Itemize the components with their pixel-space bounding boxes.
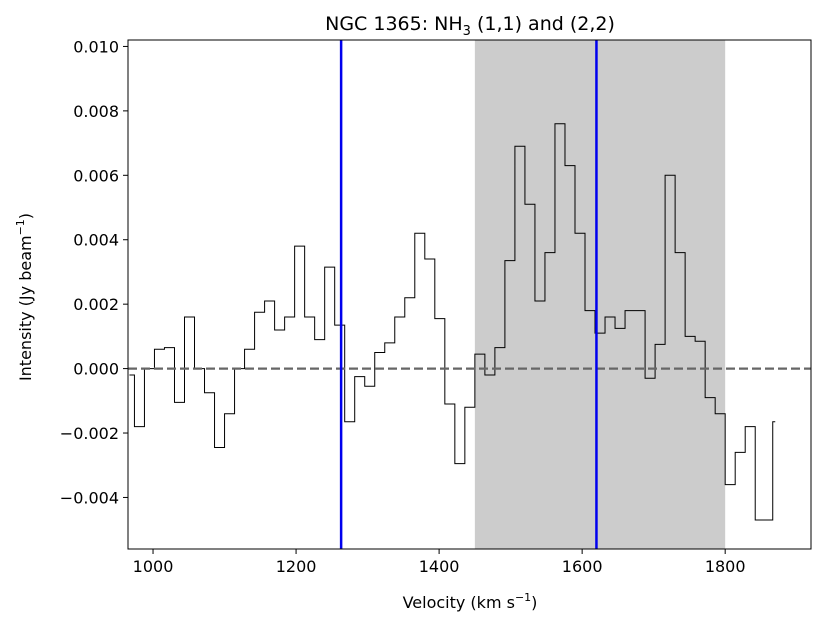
y-tick-label: 0.004 xyxy=(73,231,119,250)
y-tick-label: −0.002 xyxy=(60,424,119,443)
y-tick-label: 0.006 xyxy=(73,166,119,185)
y-tick-label: 0.010 xyxy=(73,37,119,56)
x-tick-label: 1800 xyxy=(705,557,746,576)
x-axis-label-superscript: −1 xyxy=(515,591,531,604)
x-axis-label: Velocity (km s−1) xyxy=(403,591,538,612)
x-tick-label: 1200 xyxy=(276,557,317,576)
x-tick-label: 1600 xyxy=(562,557,603,576)
y-tick-label: 0.000 xyxy=(73,360,119,379)
chart-title: NGC 1365: NH3 (1,1) and (2,2) xyxy=(325,13,615,39)
x-tick-label: 1000 xyxy=(133,557,174,576)
shaded-velocity-range xyxy=(474,40,726,549)
x-tick-label: 1400 xyxy=(419,557,460,576)
y-axis-label: Intensity (Jy beam−1) xyxy=(14,213,35,381)
y-axis-label-superscript: −1 xyxy=(14,219,27,235)
y-tick-label: −0.004 xyxy=(60,488,119,507)
y-tick-label: 0.002 xyxy=(73,295,119,314)
spectrum-line-0 xyxy=(129,123,776,521)
y-tick-label: 0.008 xyxy=(73,102,119,121)
plot-area: 1000 1200 1400 1600 1800 −0.004 −0.002 0.000 0.0… xyxy=(60,37,812,576)
chart-title-subscript: 3 xyxy=(463,24,471,39)
axes-frame xyxy=(127,39,812,550)
